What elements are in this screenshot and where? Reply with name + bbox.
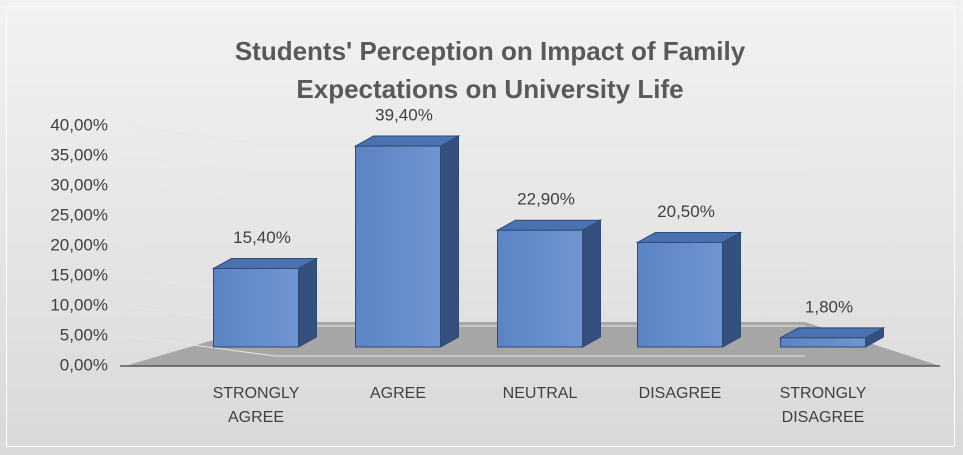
value-label: 39,40% xyxy=(375,106,433,125)
bar xyxy=(637,241,723,348)
y-tick-label: 25,00% xyxy=(50,205,108,224)
bar-top xyxy=(495,219,603,231)
value-label: 15,40% xyxy=(233,228,291,247)
bar xyxy=(213,267,299,348)
bar-side xyxy=(582,219,601,348)
chart-frame xyxy=(6,6,955,447)
x-tick-label: NEUTRAL xyxy=(502,385,578,402)
y-tick-label: 5,00% xyxy=(60,325,108,344)
bar xyxy=(497,229,583,348)
x-tick-label: STRONGLY DISAGREE xyxy=(779,385,867,426)
y-tick-label: 20,00% xyxy=(50,235,108,254)
grid-line xyxy=(124,155,276,177)
bar-top xyxy=(353,135,461,147)
y-tick-label: 15,00% xyxy=(50,265,108,284)
value-label: 20,50% xyxy=(657,202,715,221)
grid-line xyxy=(124,335,276,357)
value-label: 22,90% xyxy=(517,190,575,209)
bar-top xyxy=(778,327,886,339)
x-tick-label: STRONGLY AGREE xyxy=(212,385,300,426)
bar xyxy=(780,337,866,348)
bar-side xyxy=(440,135,459,348)
grid-line xyxy=(124,125,276,147)
bars: 15,40% 39,40% 22,90% 20,50% 1,80% xyxy=(211,106,886,348)
grid-line xyxy=(124,215,276,237)
bar-top xyxy=(635,231,743,243)
bar-side xyxy=(722,231,741,348)
y-tick-label: 35,00% xyxy=(50,145,108,164)
y-tick-label: 10,00% xyxy=(50,295,108,314)
y-tick-label: 40,00% xyxy=(50,115,108,134)
grid-line xyxy=(124,185,276,207)
value-label: 1,80% xyxy=(805,297,853,316)
y-tick-label: 0,00% xyxy=(60,355,108,374)
x-tick-label: DISAGREE xyxy=(638,385,722,402)
bar-top xyxy=(211,257,319,269)
bar-side xyxy=(298,257,317,348)
chart-title: Students' Perception on Impact of Family… xyxy=(234,36,746,104)
bar xyxy=(355,145,441,348)
y-tick-label: 30,00% xyxy=(50,175,108,194)
x-tick-label: AGREE xyxy=(369,385,426,402)
